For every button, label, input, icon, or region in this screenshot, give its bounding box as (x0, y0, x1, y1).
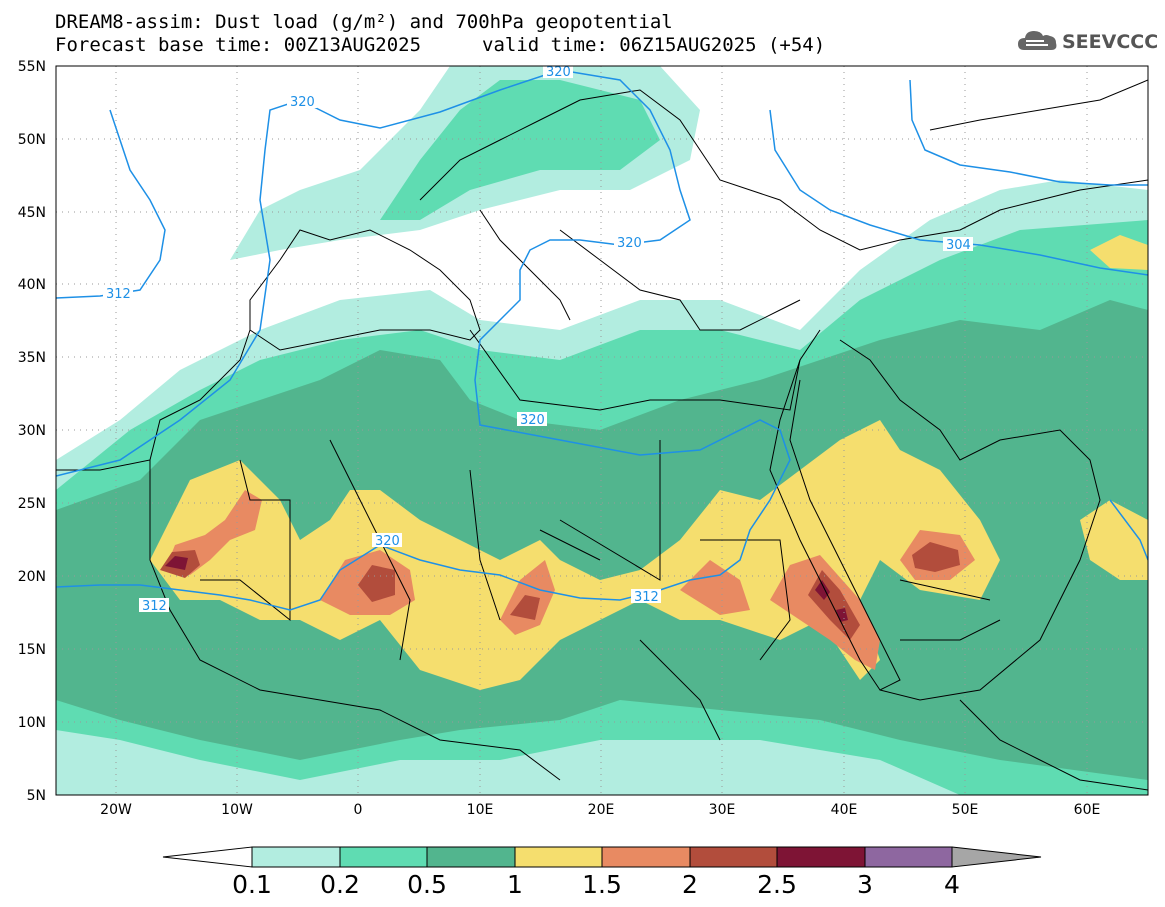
lat-label: 10N (18, 715, 46, 731)
dust-region-veryhigh-4 (680, 560, 750, 615)
lat-label: 35N (18, 350, 46, 366)
contour-label: 320 (375, 534, 400, 549)
contour-320-north (56, 69, 791, 611)
contour-label: 320 (546, 65, 571, 80)
lat-label: 45N (18, 205, 46, 221)
colorbar-label: 3 (857, 870, 873, 899)
lat-label: 15N (18, 642, 46, 658)
map-title: DREAM8-assim: Dust load (g/m²) and 700hP… (55, 11, 673, 33)
colorbar-label: 0.2 (320, 870, 360, 899)
lon-label: 60E (1074, 802, 1101, 818)
lon-label: 40E (831, 802, 858, 818)
colorbar-over (951, 846, 1042, 868)
colorbar-swatch (689, 846, 778, 868)
colorbar-label: 2.5 (757, 870, 797, 899)
contour-label: 312 (106, 287, 131, 302)
grid-lines (56, 66, 1148, 795)
seevccc-logo: SEEVCCC (1016, 26, 1159, 60)
lon-label: 30E (709, 802, 736, 818)
logo-text: SEEVCCC (1062, 31, 1159, 53)
colorbar-labels: 0.1 0.2 0.5 1 1.5 2 2.5 3 4 (232, 870, 960, 899)
lon-label: 20W (100, 802, 132, 818)
valid-time: valid time: 06Z15AUG2025 (+54) (482, 34, 826, 56)
contour-label: 312 (142, 599, 167, 614)
colorbar-swatch (601, 846, 691, 868)
colorbar-swatch (251, 846, 341, 868)
contour-312-east (769, 109, 1148, 276)
colorbar-swatch (426, 846, 516, 868)
contour-312-se (1109, 499, 1148, 561)
contour-312-west (56, 109, 166, 299)
coastlines (56, 79, 1148, 791)
lat-label: 20N (18, 569, 46, 585)
contour-304 (909, 79, 1148, 186)
colorbar-label: 0.1 (232, 870, 272, 899)
contour-labels: 320 320 320 320 320 312 312 312 304 (103, 64, 973, 614)
colorbar-swatch (864, 846, 953, 868)
colorbar-label: 1.5 (582, 870, 622, 899)
colorbar-swatch (514, 846, 603, 868)
colorbar-label: 4 (944, 870, 960, 899)
colorbar-label: 0.5 (407, 870, 447, 899)
lat-label: 25N (18, 496, 46, 512)
lon-label: 10E (467, 802, 494, 818)
dust-region-peak-2 (815, 580, 830, 600)
lat-label: 55N (18, 59, 46, 75)
colorbar (162, 846, 1042, 868)
colorbar-swatch (776, 846, 866, 868)
map-frame (55, 65, 1149, 796)
longitude-labels: 20W 10W 0 10E 20E 30E 40E 50E 60E (100, 802, 1100, 818)
cloud-icon (1018, 31, 1057, 50)
lon-label: 0 (354, 802, 363, 818)
contour-label: 320 (520, 413, 545, 428)
dust-region-high-east (1080, 500, 1148, 580)
colorbar-swatch (339, 846, 428, 868)
lat-label: 40N (18, 277, 46, 293)
dust-region-extreme-2 (358, 565, 395, 602)
dust-region-extreme-3 (510, 595, 540, 620)
colorbar-label: 1 (507, 870, 523, 899)
colorbar-under (162, 846, 253, 868)
latitude-labels: 55N 50N 45N 40N 35N 30N 25N 20N 15N 10N … (18, 59, 46, 804)
contour-label: 320 (617, 236, 642, 251)
dust-region-peak (165, 556, 188, 570)
dust-region-high-caspian (1090, 235, 1148, 270)
contour-label: 312 (634, 590, 659, 605)
dust-region-low-europe (380, 80, 660, 220)
dust-field (56, 66, 1148, 795)
colorbar-label: 2 (682, 870, 698, 899)
lon-label: 20E (588, 802, 615, 818)
lon-label: 50E (952, 802, 979, 818)
lat-label: 50N (18, 132, 46, 148)
dust-region-extreme-5 (912, 542, 960, 572)
forecast-base-time: Forecast base time: 00Z13AUG2025 (55, 34, 422, 56)
contour-label: 304 (946, 238, 971, 253)
contour-label: 320 (290, 95, 315, 110)
lat-label: 5N (27, 788, 46, 804)
lat-label: 30N (18, 423, 46, 439)
lon-label: 10W (221, 802, 253, 818)
